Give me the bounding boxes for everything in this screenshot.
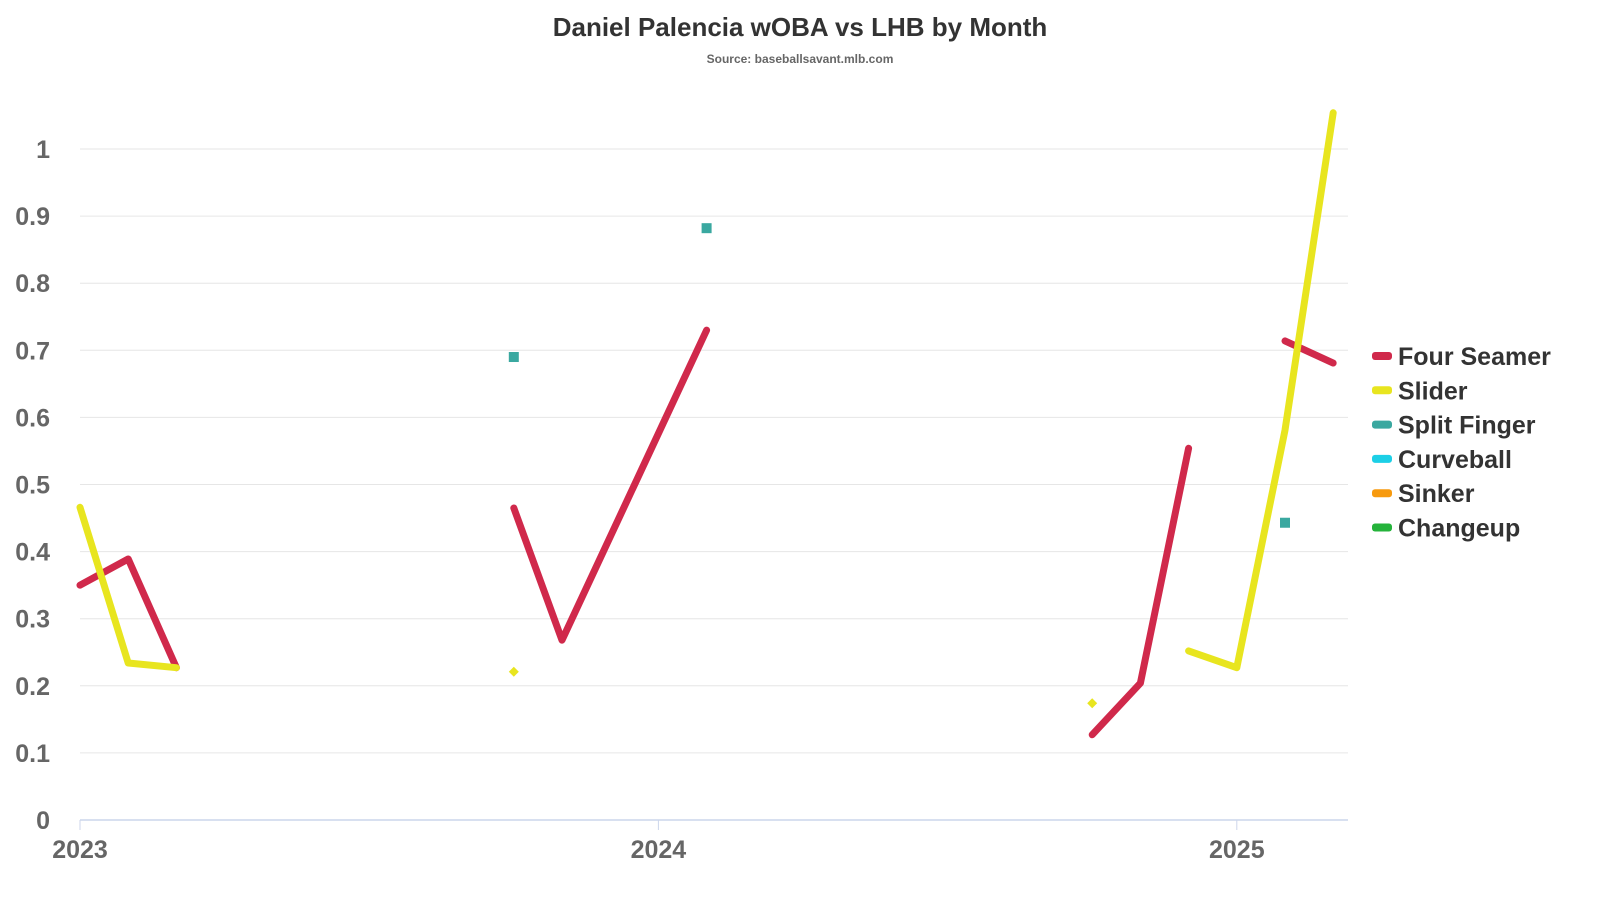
series-line — [1281, 337, 1337, 367]
legend-item[interactable]: Slider — [1372, 377, 1468, 405]
data-point — [508, 352, 519, 363]
legend-item[interactable]: Sinker — [1372, 480, 1475, 508]
legend-label: Curveball — [1398, 446, 1512, 474]
series-line — [510, 326, 711, 644]
legend-label: Sinker — [1398, 480, 1475, 508]
legend-label: Slider — [1398, 377, 1468, 405]
legend-item[interactable]: Four Seamer — [1372, 343, 1551, 371]
data-point — [1280, 517, 1290, 528]
gridlines — [80, 148, 1348, 821]
series-split-finger — [508, 223, 1290, 528]
series-line — [1185, 109, 1337, 672]
x-tick-label: 2023 — [52, 836, 108, 864]
y-tick-label: 0.2 — [15, 673, 50, 701]
legend-swatch — [1372, 523, 1392, 532]
series-line — [1088, 444, 1193, 739]
chart-subtitle: Source: baseballsavant.mlb.com — [707, 52, 894, 66]
x-tick-label: 2024 — [631, 836, 687, 864]
data-point — [508, 666, 519, 677]
legend-swatch — [1372, 454, 1392, 463]
plot-area — [76, 109, 1337, 739]
chart-title: Daniel Palencia wOBA vs LHB by Month — [553, 12, 1048, 42]
y-tick-label: 0.3 — [15, 606, 50, 634]
legend-label: Four Seamer — [1398, 343, 1551, 371]
legend-item[interactable]: Split Finger — [1372, 412, 1536, 440]
series-four-seamer — [76, 326, 1337, 739]
y-tick-label: 0.6 — [15, 404, 50, 432]
y-tick-label: 1 — [36, 136, 50, 164]
y-axis: 0 0.1 0.2 0.3 0.4 0.5 0.6 0.7 0.8 0.9 1 — [15, 136, 50, 835]
y-tick-label: 0.7 — [15, 337, 50, 365]
x-tick-label: 2025 — [1209, 836, 1265, 864]
series-line — [76, 503, 180, 672]
legend-label: Split Finger — [1398, 412, 1536, 440]
series-slider — [76, 109, 1337, 709]
legend-swatch — [1372, 386, 1392, 395]
y-tick-label: 0.1 — [15, 740, 50, 768]
data-point — [701, 223, 712, 234]
legend: Four Seamer Slider Split Finger Curveball Si… — [1372, 343, 1551, 543]
y-tick-label: 0.4 — [15, 539, 50, 567]
y-tick-label: 0.8 — [15, 270, 50, 298]
x-axis: 2023 2024 2025 — [52, 820, 1265, 864]
y-tick-label: 0.9 — [15, 203, 50, 231]
legend-label: Changeup — [1398, 515, 1520, 543]
legend-swatch — [1372, 489, 1392, 498]
y-tick-label: 0.5 — [15, 472, 50, 500]
legend-swatch — [1372, 420, 1392, 429]
legend-swatch — [1372, 352, 1392, 360]
data-point — [1087, 698, 1098, 709]
y-tick-label: 0 — [36, 807, 50, 835]
legend-item[interactable]: Changeup — [1372, 515, 1520, 543]
series-line — [76, 555, 180, 672]
legend-item[interactable]: Curveball — [1372, 446, 1512, 474]
